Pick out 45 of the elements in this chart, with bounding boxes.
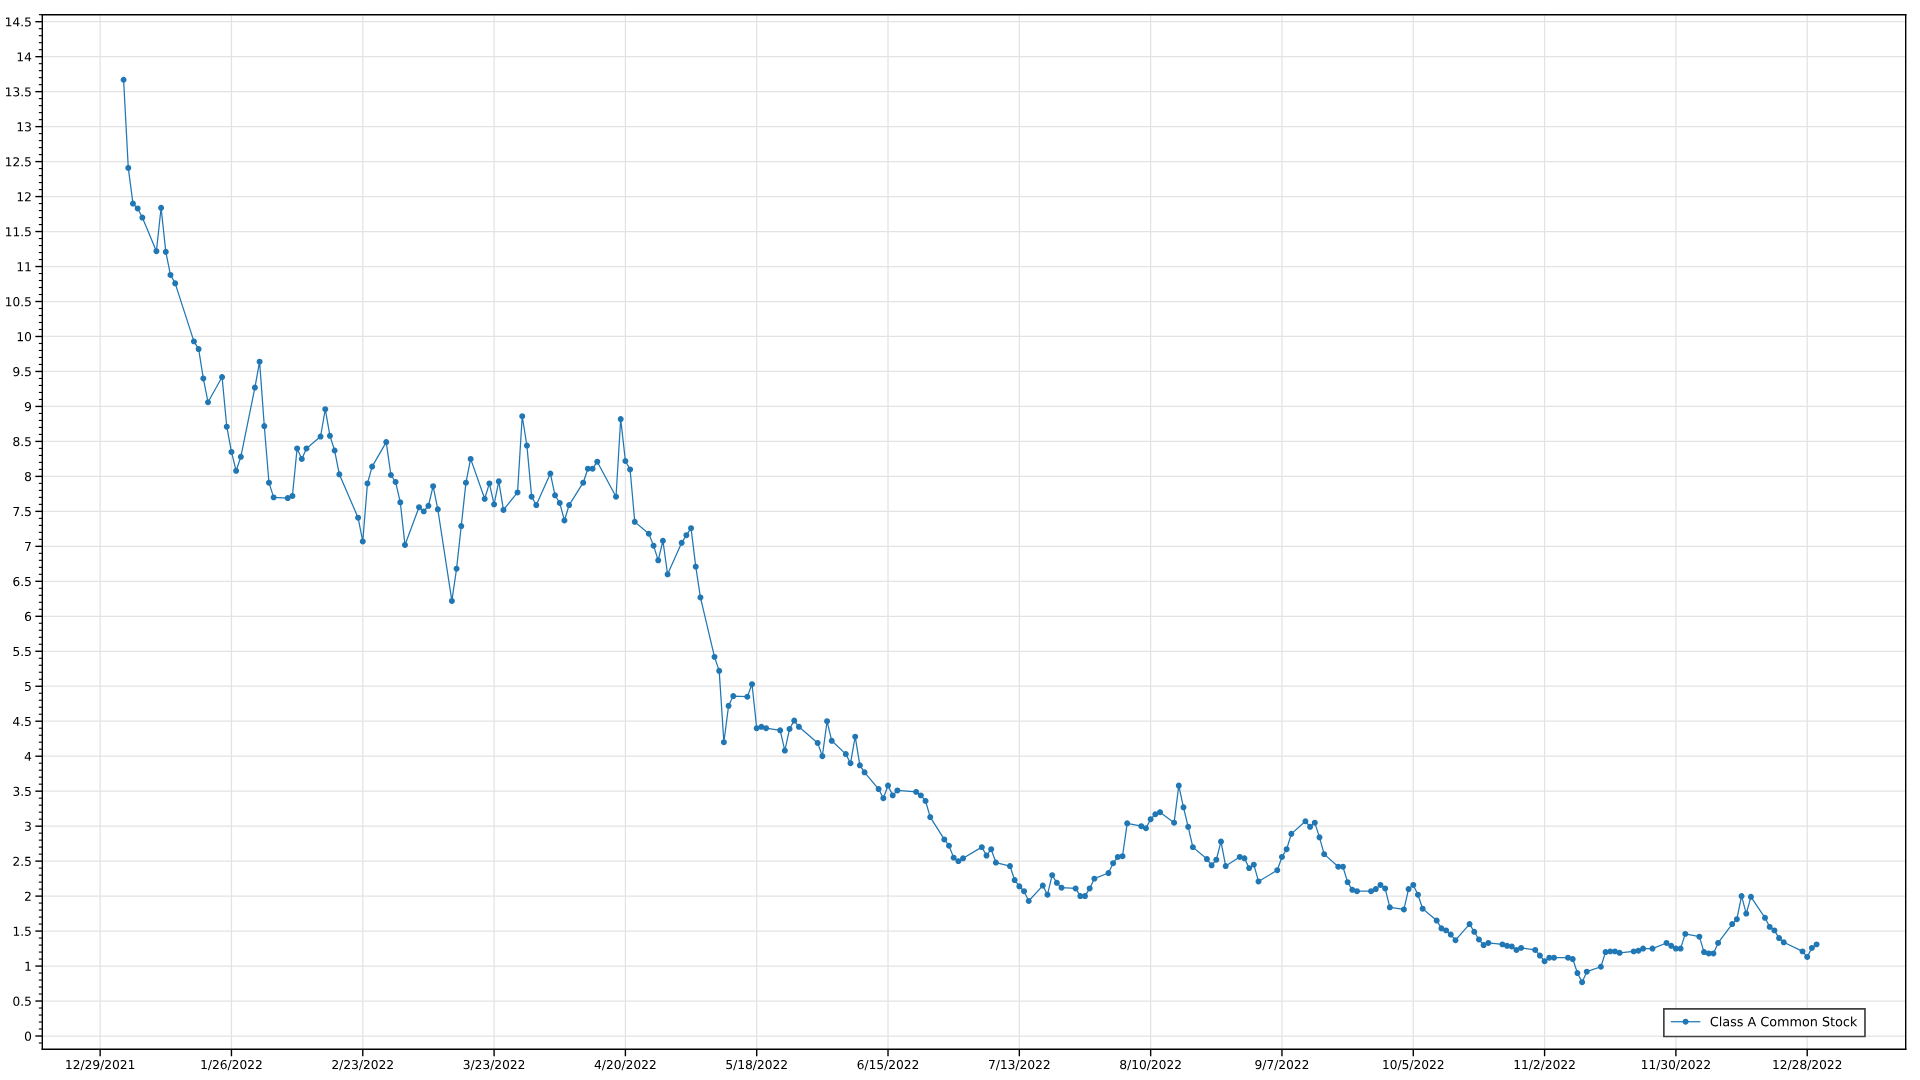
x-tick-label: 5/18/2022	[726, 1059, 787, 1071]
y-tick-label: 9.5	[13, 367, 31, 377]
x-tick-label: 1/26/2022	[201, 1059, 262, 1071]
y-tick-label: 13	[17, 122, 31, 132]
y-tick-label: 9	[24, 402, 32, 412]
y-tick-label: 5	[25, 681, 31, 692]
y-tick-label: 8	[24, 471, 32, 482]
x-tick-label: 7/13/2022	[989, 1059, 1050, 1071]
y-tick-label: 6.5	[13, 576, 31, 587]
y-tick-label: 3.5	[13, 786, 31, 796]
x-tick-label: 8/10/2022	[1120, 1059, 1181, 1071]
y-tick-label: 6	[24, 611, 32, 622]
y-tick-label: 4	[24, 751, 32, 761]
x-tick-label: 11/30/2022	[1642, 1059, 1710, 1071]
y-tick-label: 14	[17, 52, 32, 62]
y-tick-label: 14.5	[6, 17, 31, 27]
x-tick-label: 12/28/2022	[1773, 1059, 1842, 1071]
y-tick-label: 7.5	[13, 507, 31, 517]
y-tick-label: 11.5	[6, 227, 31, 237]
y-tick-label: 12	[17, 192, 31, 202]
y-tick-label: 11	[17, 262, 31, 272]
y-tick-label: 1	[25, 961, 31, 971]
y-tick-label: 2.5	[13, 856, 31, 866]
legend-label: Class A Common Stock	[1710, 1016, 1858, 1027]
y-tick-label: 2	[25, 891, 31, 901]
y-tick-label: 0	[24, 1031, 32, 1041]
y-tick-label: 0.5	[13, 996, 31, 1006]
y-tick-label: 8.5	[13, 436, 31, 447]
y-tick-label: 10	[17, 332, 32, 342]
y-tick-label: 7	[25, 542, 31, 551]
y-tick-label: 3	[25, 821, 31, 831]
y-tick-label: 12.5	[6, 157, 31, 167]
y-tick-label: 1.5	[13, 926, 31, 936]
x-tick-label: 9/7/2022	[1255, 1059, 1309, 1071]
x-tick-label: 3/23/2022	[463, 1059, 525, 1071]
x-tick-label: 4/20/2022	[594, 1059, 656, 1071]
y-tick-label: 4.5	[13, 716, 31, 727]
x-tick-label: 10/5/2022	[1383, 1059, 1444, 1071]
x-tick-label: 12/29/2021	[66, 1059, 135, 1071]
x-tick-label: 11/2/2022	[1514, 1059, 1575, 1071]
y-tick-label: 5.5	[13, 647, 31, 657]
y-tick-label: 10.5	[6, 297, 31, 307]
y-tick-label: 13.5	[6, 87, 31, 97]
x-tick-label: 2/23/2022	[332, 1059, 393, 1071]
x-tick-label: 6/15/2022	[857, 1059, 919, 1071]
